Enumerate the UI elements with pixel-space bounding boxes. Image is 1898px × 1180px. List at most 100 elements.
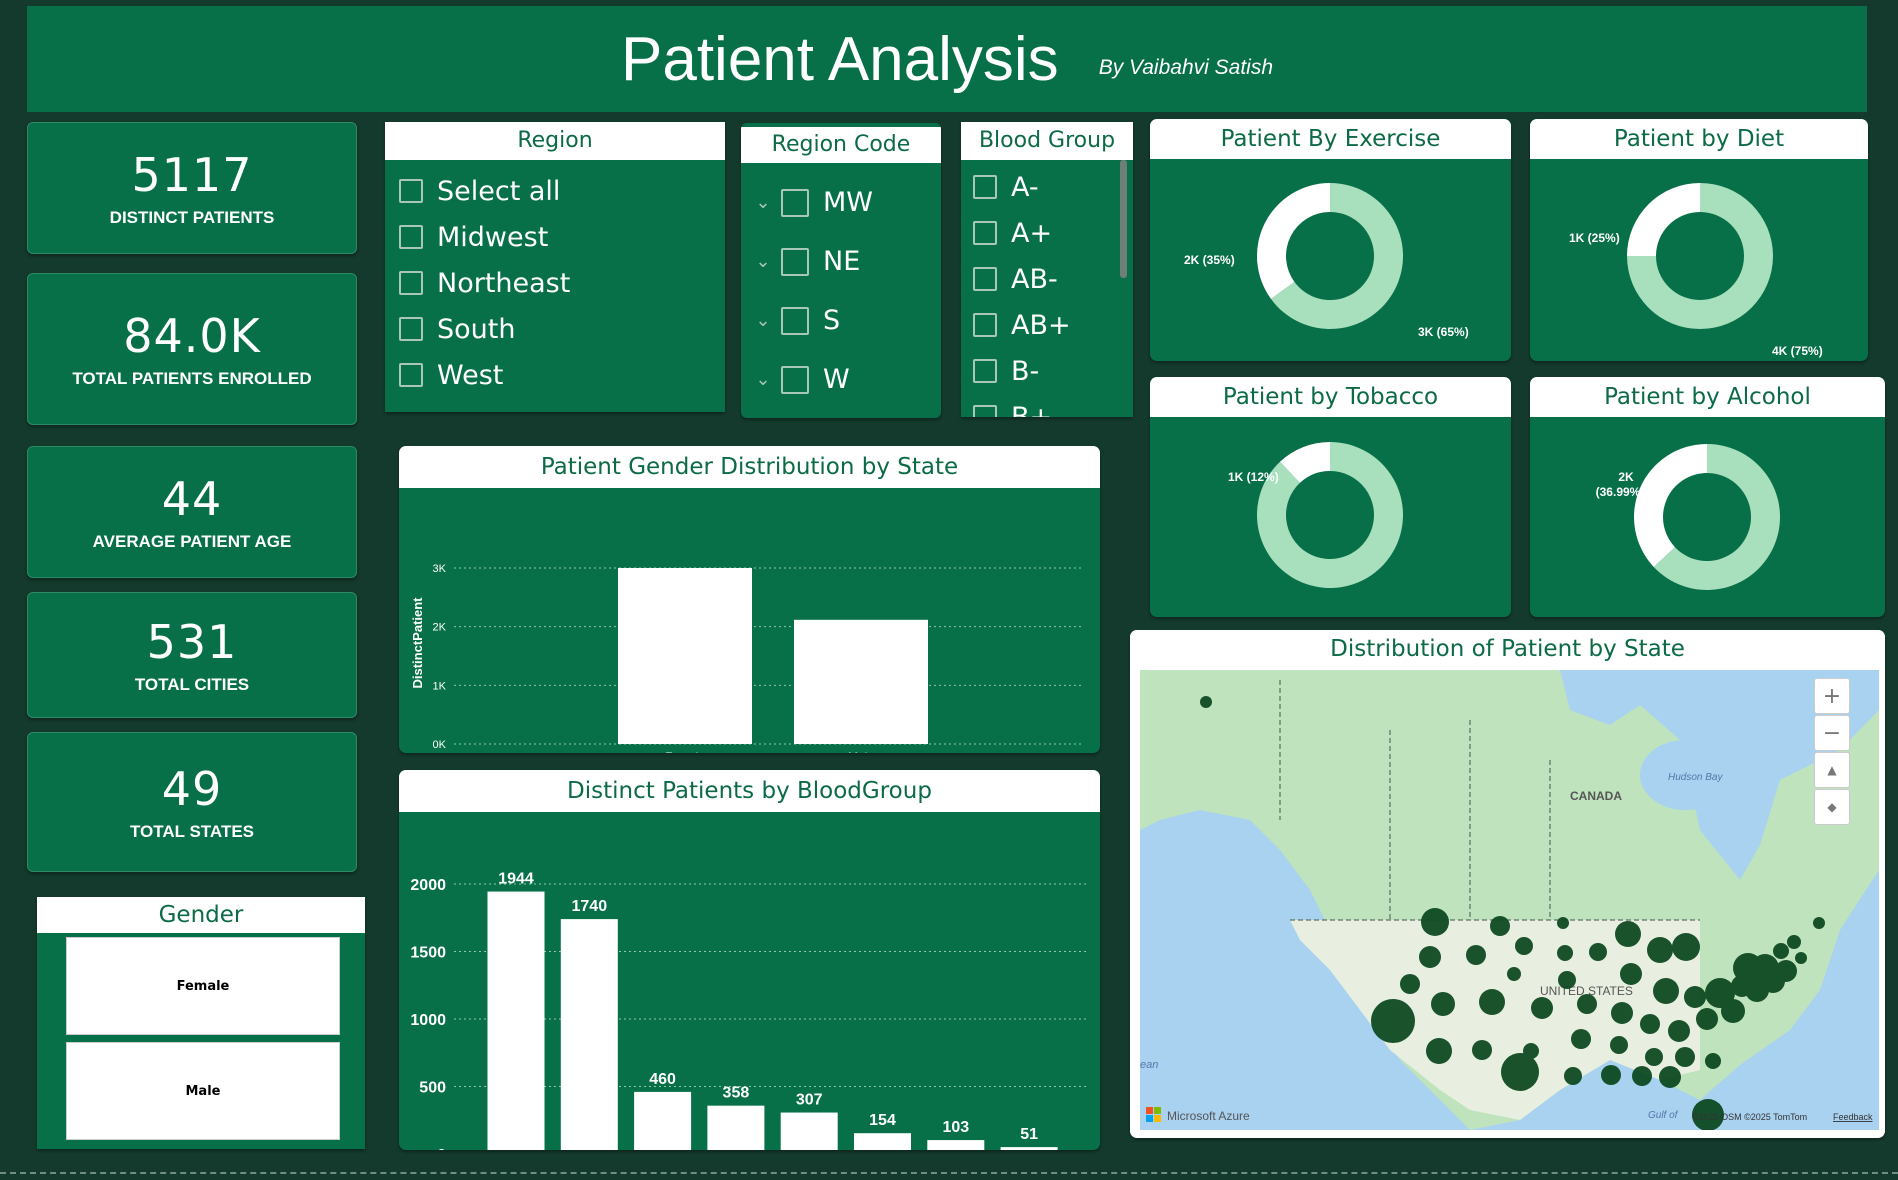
chevron-down-icon[interactable]: ⌄ (755, 251, 771, 272)
bar-A-[interactable] (780, 1112, 838, 1150)
bar-AB-[interactable] (1000, 1147, 1058, 1150)
gender-tile-female[interactable]: Female (66, 937, 340, 1035)
state-bubble-tx[interactable] (1501, 1053, 1539, 1091)
checkbox[interactable] (399, 317, 423, 341)
state-bubble[interactable] (1419, 946, 1441, 968)
state-bubble[interactable] (1466, 945, 1486, 965)
region-option-west[interactable]: West (399, 352, 711, 398)
checkbox[interactable] (781, 365, 809, 394)
state-bubble[interactable] (1611, 1002, 1633, 1024)
region-option-select-all[interactable]: Select all (399, 168, 711, 214)
map-feedback-link[interactable]: Feedback (1833, 1112, 1873, 1122)
state-bubble[interactable] (1653, 978, 1679, 1004)
state-bubble[interactable] (1571, 1029, 1591, 1049)
region-option-northeast[interactable]: Northeast (399, 260, 711, 306)
blood-group-option-b-pos[interactable]: B+ (973, 394, 1121, 417)
region-option-south[interactable]: South (399, 306, 711, 352)
gender-tile-male[interactable]: Male (66, 1042, 340, 1140)
zoom-out-button[interactable]: − (1814, 715, 1850, 751)
region-option-midwest[interactable]: Midwest (399, 214, 711, 260)
checkbox[interactable] (973, 405, 997, 417)
region-code-option-s[interactable]: ⌄ S (745, 291, 937, 350)
blood-group-option-ab-neg[interactable]: AB- (973, 256, 1121, 302)
state-bubble[interactable] (1557, 945, 1573, 961)
region-code-option-mw[interactable]: ⌄ MW (745, 173, 937, 232)
state-bubble[interactable] (1558, 971, 1576, 989)
state-bubble-fl[interactable] (1692, 1099, 1724, 1130)
blood-group-option-a-pos[interactable]: A+ (973, 210, 1121, 256)
bar-B+[interactable] (634, 1091, 692, 1150)
state-bubble[interactable] (1668, 1020, 1690, 1042)
bar-A+[interactable] (560, 919, 618, 1150)
state-bubble[interactable] (1787, 935, 1801, 949)
state-bubble[interactable] (1672, 933, 1700, 961)
checkbox[interactable] (399, 179, 423, 203)
state-bubble[interactable] (1515, 937, 1533, 955)
region-slicer: Region Select all Midwest Northeast Sout… (385, 122, 725, 412)
bar-O-[interactable] (707, 1105, 765, 1150)
state-bubble[interactable] (1645, 1048, 1663, 1066)
state-bubble[interactable] (1577, 994, 1597, 1014)
state-bubble[interactable] (1721, 999, 1745, 1023)
scrollbar[interactable] (1120, 160, 1127, 278)
checkbox[interactable] (399, 225, 423, 249)
chevron-down-icon[interactable]: ⌄ (755, 369, 771, 390)
chevron-down-icon[interactable]: ⌄ (755, 192, 771, 213)
state-bubble[interactable] (1705, 1053, 1721, 1069)
state-bubble[interactable] (1696, 1008, 1718, 1030)
blood-group-option-ab-pos[interactable]: AB+ (973, 302, 1121, 348)
state-bubble[interactable] (1775, 960, 1797, 982)
state-bubble[interactable] (1421, 908, 1449, 936)
state-bubble[interactable] (1610, 1036, 1628, 1054)
checkbox[interactable] (781, 247, 809, 276)
state-bubble[interactable] (1472, 1040, 1492, 1060)
bar-female[interactable] (618, 568, 752, 744)
region-code-option-w[interactable]: ⌄ W (745, 350, 937, 409)
state-bubble-ca[interactable] (1371, 999, 1415, 1043)
chevron-down-icon[interactable]: ⌄ (755, 310, 771, 331)
state-bubble[interactable] (1557, 917, 1569, 929)
zoom-in-button[interactable]: + (1814, 678, 1850, 714)
state-bubble[interactable] (1426, 1038, 1452, 1064)
state-bubble[interactable] (1620, 963, 1642, 985)
state-bubble-ak[interactable] (1200, 696, 1212, 708)
bar-B-[interactable] (927, 1140, 985, 1150)
state-bubble[interactable] (1675, 1047, 1695, 1067)
state-bubble[interactable] (1773, 943, 1789, 959)
compass-button[interactable]: ◆ (1814, 789, 1850, 825)
checkbox[interactable] (399, 363, 423, 387)
checkbox[interactable] (973, 175, 997, 199)
state-bubble[interactable] (1813, 917, 1825, 929)
state-bubble[interactable] (1659, 1066, 1681, 1088)
state-bubble[interactable] (1640, 1014, 1660, 1034)
state-bubble[interactable] (1531, 997, 1553, 1019)
checkbox[interactable] (973, 313, 997, 337)
state-bubble[interactable] (1684, 986, 1706, 1008)
state-bubble[interactable] (1795, 952, 1807, 964)
bar-male[interactable] (794, 619, 928, 744)
state-bubble[interactable] (1647, 937, 1673, 963)
checkbox[interactable] (399, 271, 423, 295)
checkbox[interactable] (973, 221, 997, 245)
state-bubble[interactable] (1479, 989, 1505, 1015)
region-code-option-ne[interactable]: ⌄ NE (745, 232, 937, 291)
state-bubble[interactable] (1490, 916, 1510, 936)
checkbox[interactable] (781, 188, 809, 217)
state-bubble[interactable] (1431, 992, 1455, 1016)
tilt-button[interactable]: ▲ (1814, 752, 1850, 788)
state-bubble[interactable] (1632, 1066, 1652, 1086)
checkbox[interactable] (973, 359, 997, 383)
state-bubble[interactable] (1564, 1067, 1582, 1085)
state-bubble[interactable] (1601, 1065, 1621, 1085)
state-bubble[interactable] (1615, 921, 1641, 947)
state-bubble[interactable] (1507, 967, 1521, 981)
checkbox[interactable] (973, 267, 997, 291)
checkbox[interactable] (781, 306, 809, 335)
blood-group-option-b-neg[interactable]: B- (973, 348, 1121, 394)
state-bubble[interactable] (1589, 943, 1607, 961)
state-bubble[interactable] (1400, 974, 1420, 994)
blood-group-option-a-neg[interactable]: A- (973, 164, 1121, 210)
map-canvas[interactable]: CANADA Hudson Bay UNITED STATES ean Gulf… (1140, 670, 1879, 1130)
bar-O+[interactable] (487, 891, 545, 1150)
bar-AB+[interactable] (854, 1133, 911, 1150)
